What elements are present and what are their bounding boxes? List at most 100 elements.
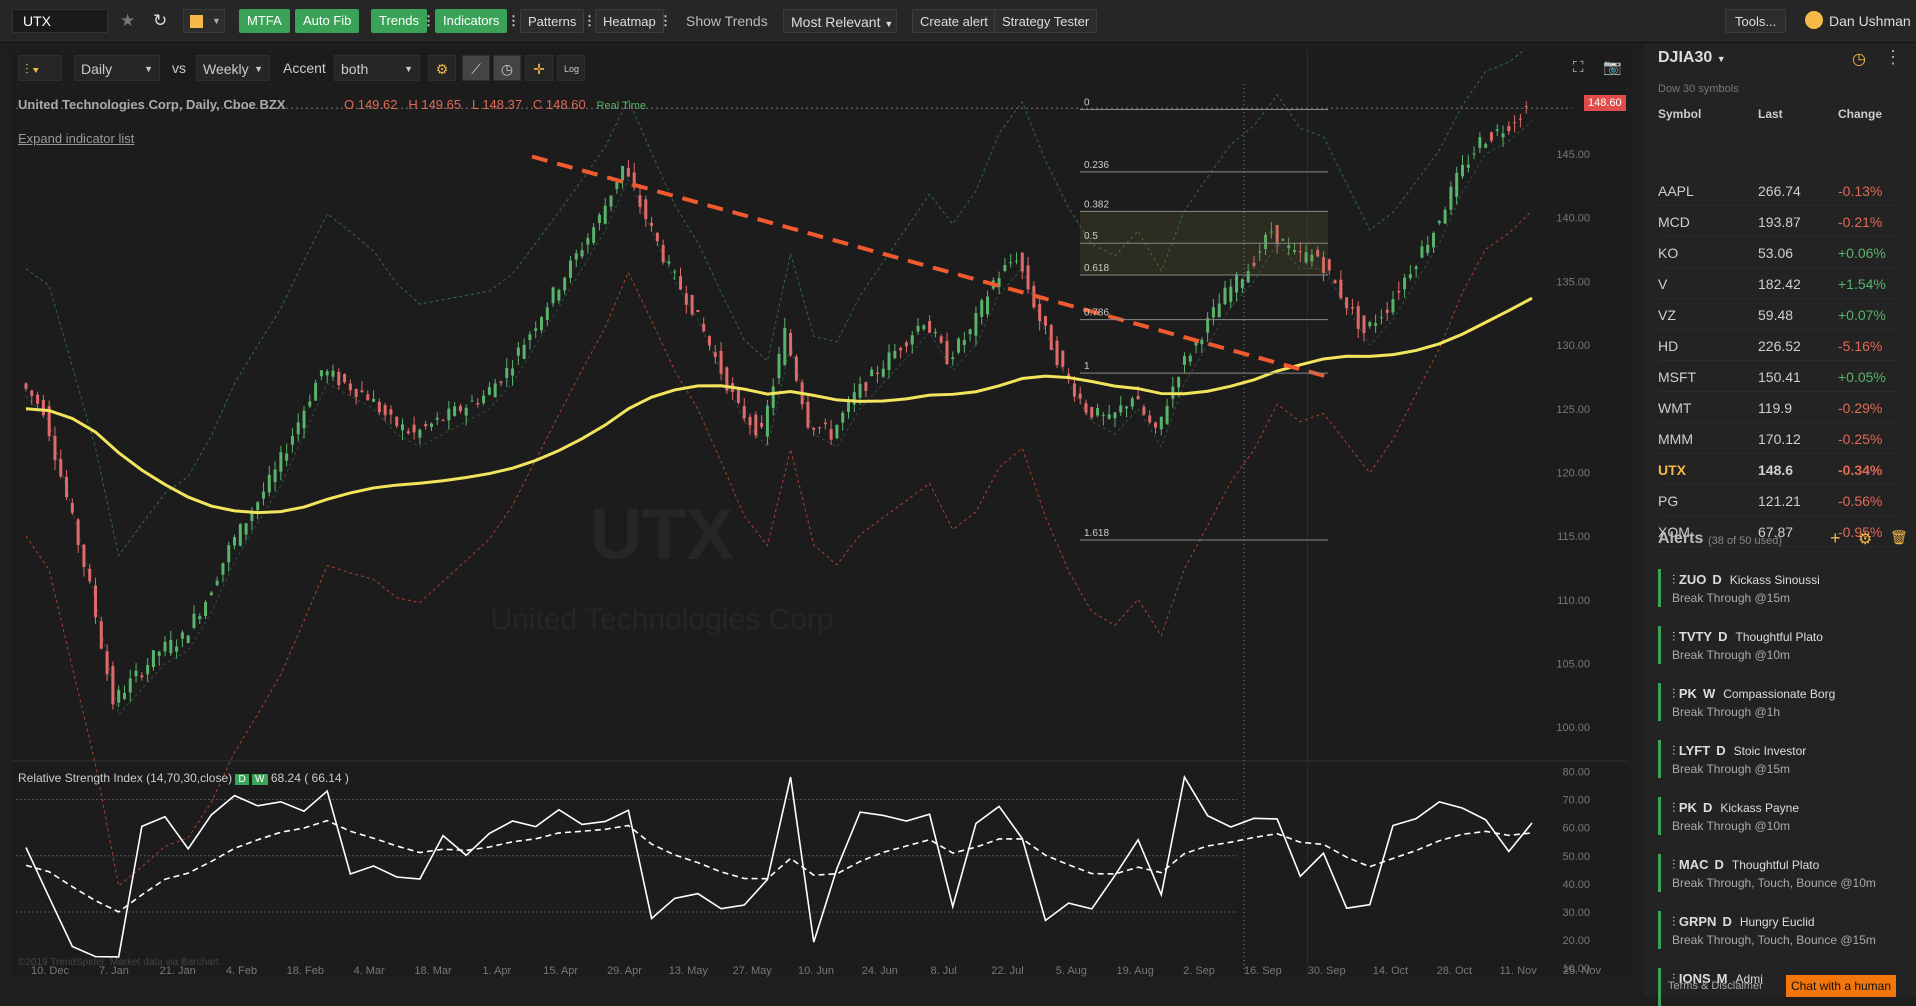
rsi-daily-badge[interactable]: D bbox=[235, 774, 249, 785]
candle-body bbox=[302, 410, 306, 429]
candle-body bbox=[94, 585, 98, 618]
trash-icon[interactable]: 🗑 bbox=[1890, 529, 1908, 545]
candle-body bbox=[146, 665, 150, 675]
rsi-weekly-badge[interactable]: W bbox=[252, 774, 268, 785]
user-name[interactable]: Dan Ushman bbox=[1829, 13, 1911, 29]
trends-button[interactable]: Trends bbox=[371, 9, 427, 33]
accent-select[interactable]: both ▼ bbox=[334, 55, 420, 81]
candle-body bbox=[864, 382, 868, 391]
candle-body bbox=[771, 386, 775, 408]
candle-body bbox=[1489, 132, 1493, 141]
fullscreen-icon[interactable]: ⛶ bbox=[1573, 59, 1584, 76]
watchlist-row[interactable]: PG 121.21 -0.56% bbox=[1658, 485, 1898, 516]
patterns-button[interactable]: Patterns bbox=[520, 9, 585, 33]
alert-item[interactable]: ⫶ PK D Kickass Payne Break Through @10m bbox=[1658, 797, 1898, 835]
watchlist-row[interactable]: AAPL 266.74 -0.13% bbox=[1658, 175, 1898, 206]
candle-icon: ⫶ bbox=[1672, 686, 1679, 701]
alert-item[interactable]: ⫶ LYFT D Stoic Investor Break Through @15m bbox=[1658, 740, 1898, 778]
clock-icon[interactable]: ◷ bbox=[493, 55, 521, 81]
watchlist-row[interactable]: XOM 67.87 -0.95% bbox=[1658, 516, 1898, 547]
alert-item[interactable]: ⫶ TVTY D Thoughtful Plato Break Through @10… bbox=[1658, 626, 1898, 664]
row-change: -0.34% bbox=[1838, 462, 1883, 478]
alert-item[interactable]: ⫶ MAC D Thoughtful Plato Break Through, Tou… bbox=[1658, 854, 1898, 892]
avatar[interactable] bbox=[1805, 11, 1823, 29]
gear-icon[interactable]: ⚙ bbox=[1858, 531, 1873, 548]
chat-button[interactable]: Chat with a human bbox=[1786, 975, 1896, 997]
auto-fib-button[interactable]: Auto Fib bbox=[295, 9, 360, 33]
candle-body bbox=[777, 354, 781, 379]
watchlist-row[interactable]: MMM 170.12 -0.25% bbox=[1658, 423, 1898, 454]
candle-body bbox=[597, 214, 601, 223]
candle-body bbox=[1437, 221, 1441, 224]
watchlist-row[interactable]: HD 226.52 -5.16% bbox=[1658, 330, 1898, 361]
watchlist-row[interactable]: MCD 193.87 -0.21% bbox=[1658, 206, 1898, 237]
log-scale-button[interactable]: Log bbox=[557, 55, 585, 81]
mtfa-button[interactable]: MTFA bbox=[239, 9, 290, 33]
alert-item[interactable]: ⫶ PK W Compassionate Borg Break Through @1h bbox=[1658, 683, 1898, 721]
patterns-menu-icon[interactable]: ⋮ bbox=[583, 13, 596, 28]
watchlist-header: Symbol Last Change bbox=[1658, 107, 1898, 127]
row-last: 67.87 bbox=[1758, 524, 1794, 540]
alert-item[interactable]: ⫶ IONS M Admi bbox=[1658, 968, 1898, 1006]
star-icon[interactable]: ★ bbox=[120, 11, 136, 30]
more-menu-icon[interactable]: ⋮ bbox=[1884, 47, 1902, 67]
candle-body bbox=[1235, 274, 1239, 293]
candle-body bbox=[742, 406, 746, 419]
chevron-down-icon: ▼ bbox=[144, 64, 153, 74]
date-tick-label: 29. Apr bbox=[607, 965, 642, 977]
fib-level-label: 0.236 bbox=[1084, 160, 1109, 171]
candle-body bbox=[1020, 252, 1024, 272]
chart-title: United Technologies Corp, Daily, Cboe BZ… bbox=[18, 97, 286, 112]
watchlist-row[interactable]: VZ 59.48 +0.07% bbox=[1658, 299, 1898, 330]
candle-body bbox=[1420, 246, 1424, 258]
candle-body bbox=[511, 368, 515, 376]
refresh-icon[interactable]: ↻ bbox=[153, 11, 168, 30]
watchlist-row[interactable]: UTX 148.6 -0.34% bbox=[1658, 454, 1898, 485]
indicators-button[interactable]: Indicators bbox=[435, 9, 508, 33]
draw-tool-icon[interactable]: ✛ bbox=[525, 55, 553, 81]
candle-body bbox=[215, 580, 219, 586]
period-select[interactable]: Daily ▼ bbox=[74, 55, 160, 81]
candle-body bbox=[1484, 144, 1488, 148]
candle-body bbox=[1229, 286, 1233, 302]
chart-area[interactable]: UTX United Technologies Corp 145.00 140.00 1… bbox=[12, 49, 1626, 977]
watchlist-row[interactable]: WMT 119.9 -0.29% bbox=[1658, 392, 1898, 423]
trends-menu-icon[interactable]: ⋮ bbox=[422, 13, 435, 28]
add-alert-icon[interactable]: + bbox=[1830, 528, 1841, 548]
date-tick-label: 1. Apr bbox=[482, 965, 511, 977]
candle-body bbox=[1339, 279, 1343, 299]
alert-name: Thoughtful Plato bbox=[1735, 630, 1823, 644]
watchlist-row[interactable]: KO 53.06 +0.06% bbox=[1658, 237, 1898, 268]
settings-gear-icon[interactable]: ⚙ bbox=[428, 55, 456, 81]
heatmap-button[interactable]: Heatmap bbox=[595, 9, 664, 33]
most-relevant-select[interactable]: Most Relevant ▼ bbox=[783, 9, 897, 33]
strategy-tester-button[interactable]: Strategy Tester bbox=[994, 9, 1098, 33]
candle-body bbox=[638, 195, 642, 207]
watchlist-row[interactable]: MSFT 150.41 +0.05% bbox=[1658, 361, 1898, 392]
alert-item[interactable]: ⫶ GRPN D Hungry Euclid Break Through, Touch… bbox=[1658, 911, 1898, 949]
tools-button[interactable]: Tools... bbox=[1725, 9, 1787, 33]
alert-condition: Break Through @15m bbox=[1672, 762, 1791, 776]
row-change: -0.13% bbox=[1838, 183, 1883, 199]
row-change: -0.29% bbox=[1838, 400, 1883, 416]
create-alert-button[interactable]: Create alert bbox=[912, 9, 996, 33]
indicators-menu-icon[interactable]: ⋮ bbox=[507, 13, 520, 28]
terms-link[interactable]: Terms & Disclaimer bbox=[1668, 980, 1763, 992]
candle-body bbox=[1252, 262, 1256, 267]
watchlist-subtitle: Dow 30 symbols bbox=[1658, 83, 1739, 95]
heatmap-menu-icon[interactable]: ⋮ bbox=[659, 13, 672, 28]
chart-type-select[interactable]: ⫶ ▾ bbox=[18, 55, 62, 81]
color-picker[interactable]: ▼ bbox=[183, 9, 225, 33]
candle-body bbox=[997, 278, 1001, 287]
clock-icon[interactable]: ◷ bbox=[1852, 51, 1866, 68]
alert-item[interactable]: ⫶ ZUO D Kickass Sinoussi Break Through @15m bbox=[1658, 569, 1898, 607]
crosshair-line-icon[interactable]: ⟋ bbox=[462, 55, 490, 81]
camera-icon[interactable]: 📷 bbox=[1603, 59, 1622, 76]
symbol-input[interactable]: UTX bbox=[12, 9, 108, 33]
watchlist-selector[interactable]: DJIA30 ▼ bbox=[1658, 49, 1726, 67]
expand-indicator-link[interactable]: Expand indicator list bbox=[18, 131, 135, 146]
candle-body bbox=[1466, 164, 1470, 168]
compare-select[interactable]: Weekly ▼ bbox=[196, 55, 270, 81]
watchlist-row[interactable]: V 182.42 +1.54% bbox=[1658, 268, 1898, 299]
